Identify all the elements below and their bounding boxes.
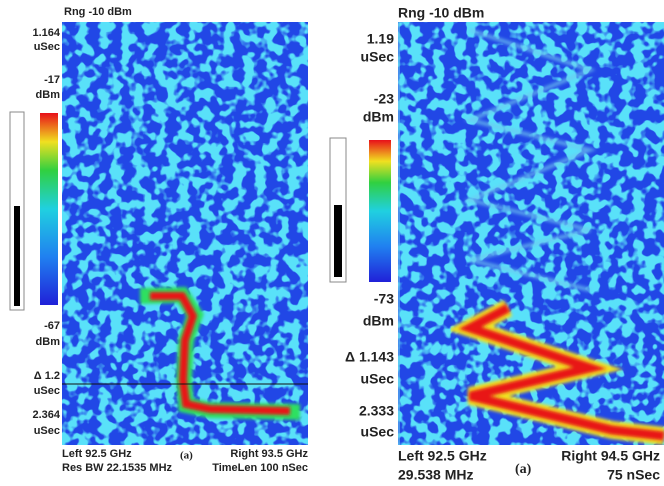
- axis-label: -73: [374, 291, 394, 307]
- axis-label: uSec: [361, 371, 395, 387]
- axis-label: 1.19: [367, 31, 394, 47]
- color-bar: [369, 140, 391, 282]
- footer-right: 75 nSec: [607, 467, 660, 483]
- footer-right: Right 93.5 GHz: [230, 448, 308, 460]
- range-label: Rng -10 dBm: [64, 6, 132, 18]
- axis-label: dBm: [363, 313, 394, 329]
- range-label: Rng -10 dBm: [398, 5, 484, 21]
- footer-right: Right 94.5 GHz: [561, 448, 660, 464]
- axis-label: Δ 1.143: [345, 349, 394, 365]
- axis-label: dBm: [36, 89, 61, 101]
- footer-left: Left 92.5 GHz: [398, 448, 487, 464]
- level-indicator: [334, 205, 342, 277]
- figure-label: (a): [515, 462, 532, 477]
- color-bar: [40, 113, 58, 305]
- spectrogram: [62, 22, 308, 445]
- footer-left: 29.538 MHz: [398, 467, 473, 483]
- axis-label: uSec: [34, 385, 60, 397]
- axis-label: Δ 1.2: [34, 370, 60, 382]
- figure-label: (a): [180, 450, 193, 462]
- axis-label: 2.333: [359, 403, 394, 419]
- level-indicator: [14, 206, 20, 306]
- axis-label: dBm: [363, 109, 394, 125]
- axis-label: 1.164: [32, 27, 60, 39]
- axis-label: -17: [44, 74, 60, 86]
- axis-label: 2.364: [32, 409, 60, 421]
- axis-label: uSec: [34, 425, 60, 437]
- axis-label: dBm: [36, 336, 61, 348]
- footer-left: Left 92.5 GHz: [62, 448, 132, 460]
- axis-label: uSec: [361, 49, 395, 65]
- axis-label: -67: [44, 320, 60, 332]
- footer-left: Res BW 22.1535 MHz: [62, 462, 173, 474]
- axis-label: uSec: [361, 424, 395, 440]
- spectrogram: [398, 22, 664, 445]
- axis-label: -23: [374, 91, 394, 107]
- axis-label: uSec: [34, 41, 60, 53]
- footer-right: TimeLen 100 nSec: [212, 462, 308, 474]
